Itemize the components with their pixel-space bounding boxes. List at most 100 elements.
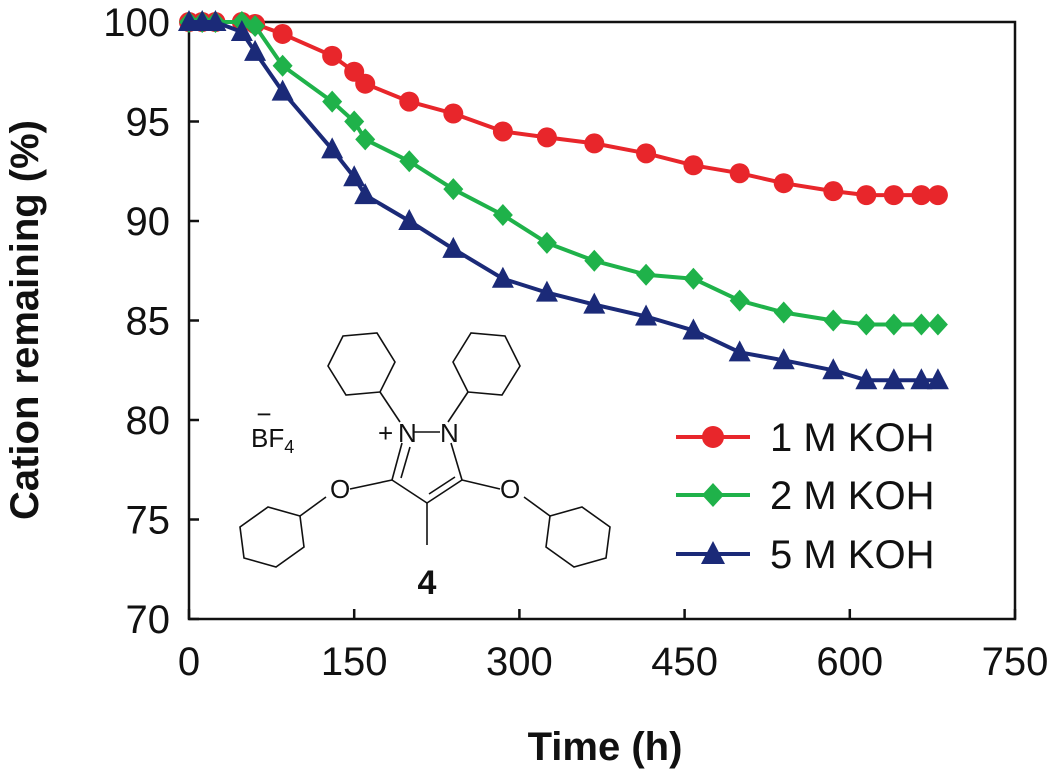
data-point [492, 121, 513, 142]
bond-c5-o [349, 479, 393, 490]
data-point [344, 110, 365, 133]
data-point [856, 313, 877, 336]
y-tick-label: 80 [126, 399, 171, 443]
data-point [636, 143, 657, 164]
legend-label-1: 1 M KOH [770, 416, 934, 460]
data-point [230, 19, 253, 41]
bond-c5-c4 [391, 479, 428, 504]
data-point [883, 313, 904, 336]
x-axis: 0 150 300 450 600 750 [178, 609, 1049, 684]
data-point [823, 309, 844, 332]
data-point [322, 90, 343, 113]
y-tick-label: 85 [126, 300, 171, 344]
y-tick-label: 75 [126, 499, 171, 543]
data-point [682, 318, 705, 340]
data-point [883, 185, 904, 206]
data-point [927, 185, 948, 206]
bond-o-ph-right [523, 496, 551, 517]
series-3 [178, 10, 949, 390]
data-point [272, 54, 293, 77]
chemical-structure-4: − BF4 N + N O O 4 [239, 332, 611, 602]
data-point [584, 133, 605, 154]
data-point [399, 150, 420, 173]
data-point [729, 163, 750, 184]
data-point [343, 165, 366, 187]
series-2 [179, 11, 948, 336]
series-layer [178, 10, 949, 390]
bond-n2-ph [447, 391, 469, 423]
series-line [189, 20, 938, 383]
bond-c3-n2 [450, 442, 463, 481]
data-point [926, 368, 949, 390]
data-point [491, 266, 514, 288]
x-tick-label: 750 [982, 640, 1049, 684]
x-tick-label: 0 [178, 640, 200, 684]
bond-n1-c5 [391, 442, 403, 481]
data-point [583, 292, 606, 314]
legend-label-3: 5 M KOH [770, 533, 934, 577]
data-point [536, 127, 557, 148]
legend-item-2: 2 M KOH [676, 474, 934, 518]
legend-marker-3 [701, 541, 725, 564]
data-point [398, 209, 421, 230]
legend-label-2: 2 M KOH [770, 474, 934, 518]
counterion-charge: − [256, 399, 271, 429]
x-tick-label: 150 [321, 640, 388, 684]
data-point [683, 155, 704, 176]
data-point [910, 368, 933, 390]
y-tick-label: 95 [126, 101, 171, 145]
series-1 [179, 12, 948, 206]
y-tick-label: 90 [126, 200, 171, 244]
atom-o-left: O [330, 474, 350, 504]
bond-o-ph-left [299, 496, 327, 517]
y-axis-title: Cation remaining (%) [3, 120, 47, 520]
y-tick-label: 100 [103, 1, 170, 45]
data-point [492, 204, 513, 227]
phenyl-ring-1 [327, 332, 396, 396]
data-point [321, 137, 344, 159]
legend-marker-1 [702, 426, 724, 448]
data-point [535, 280, 558, 302]
phenyl-ring-3 [239, 506, 305, 568]
data-point [443, 178, 464, 201]
data-point [443, 103, 464, 124]
bond-n1-ph [379, 391, 401, 423]
data-point [322, 45, 343, 66]
data-point [399, 91, 420, 112]
data-point [271, 79, 294, 101]
data-point [729, 289, 750, 312]
data-point [911, 313, 932, 336]
series-line [189, 20, 938, 198]
x-tick-label: 300 [486, 640, 553, 684]
series-line [189, 20, 938, 327]
data-point [882, 368, 905, 390]
compound-number: 4 [418, 564, 437, 602]
bond-c4-c3 [426, 479, 463, 504]
data-point [823, 181, 844, 202]
data-point [354, 183, 377, 205]
x-tick-label: 600 [816, 640, 883, 684]
x-tick-label: 450 [651, 640, 718, 684]
atom-n1: N [398, 418, 417, 448]
bond-c3-o [461, 479, 501, 490]
data-point [584, 249, 605, 272]
data-point [272, 23, 293, 44]
data-point [355, 128, 376, 151]
data-point [822, 358, 845, 380]
data-point [536, 231, 557, 254]
data-point [636, 263, 657, 286]
phenyl-ring-2 [452, 332, 521, 396]
atom-n2: N [440, 418, 459, 448]
data-point [855, 368, 878, 390]
data-point [728, 340, 751, 362]
bond-c4-c3-double [428, 476, 456, 495]
phenyl-ring-4 [545, 506, 611, 568]
data-point [245, 14, 266, 37]
data-point [635, 304, 658, 326]
data-point [683, 267, 704, 290]
y-axis: 70 75 80 85 90 95 100 [103, 1, 199, 642]
data-point [442, 236, 465, 258]
counterion-label: BF4 [251, 423, 294, 457]
atom-o-right: O [500, 474, 520, 504]
